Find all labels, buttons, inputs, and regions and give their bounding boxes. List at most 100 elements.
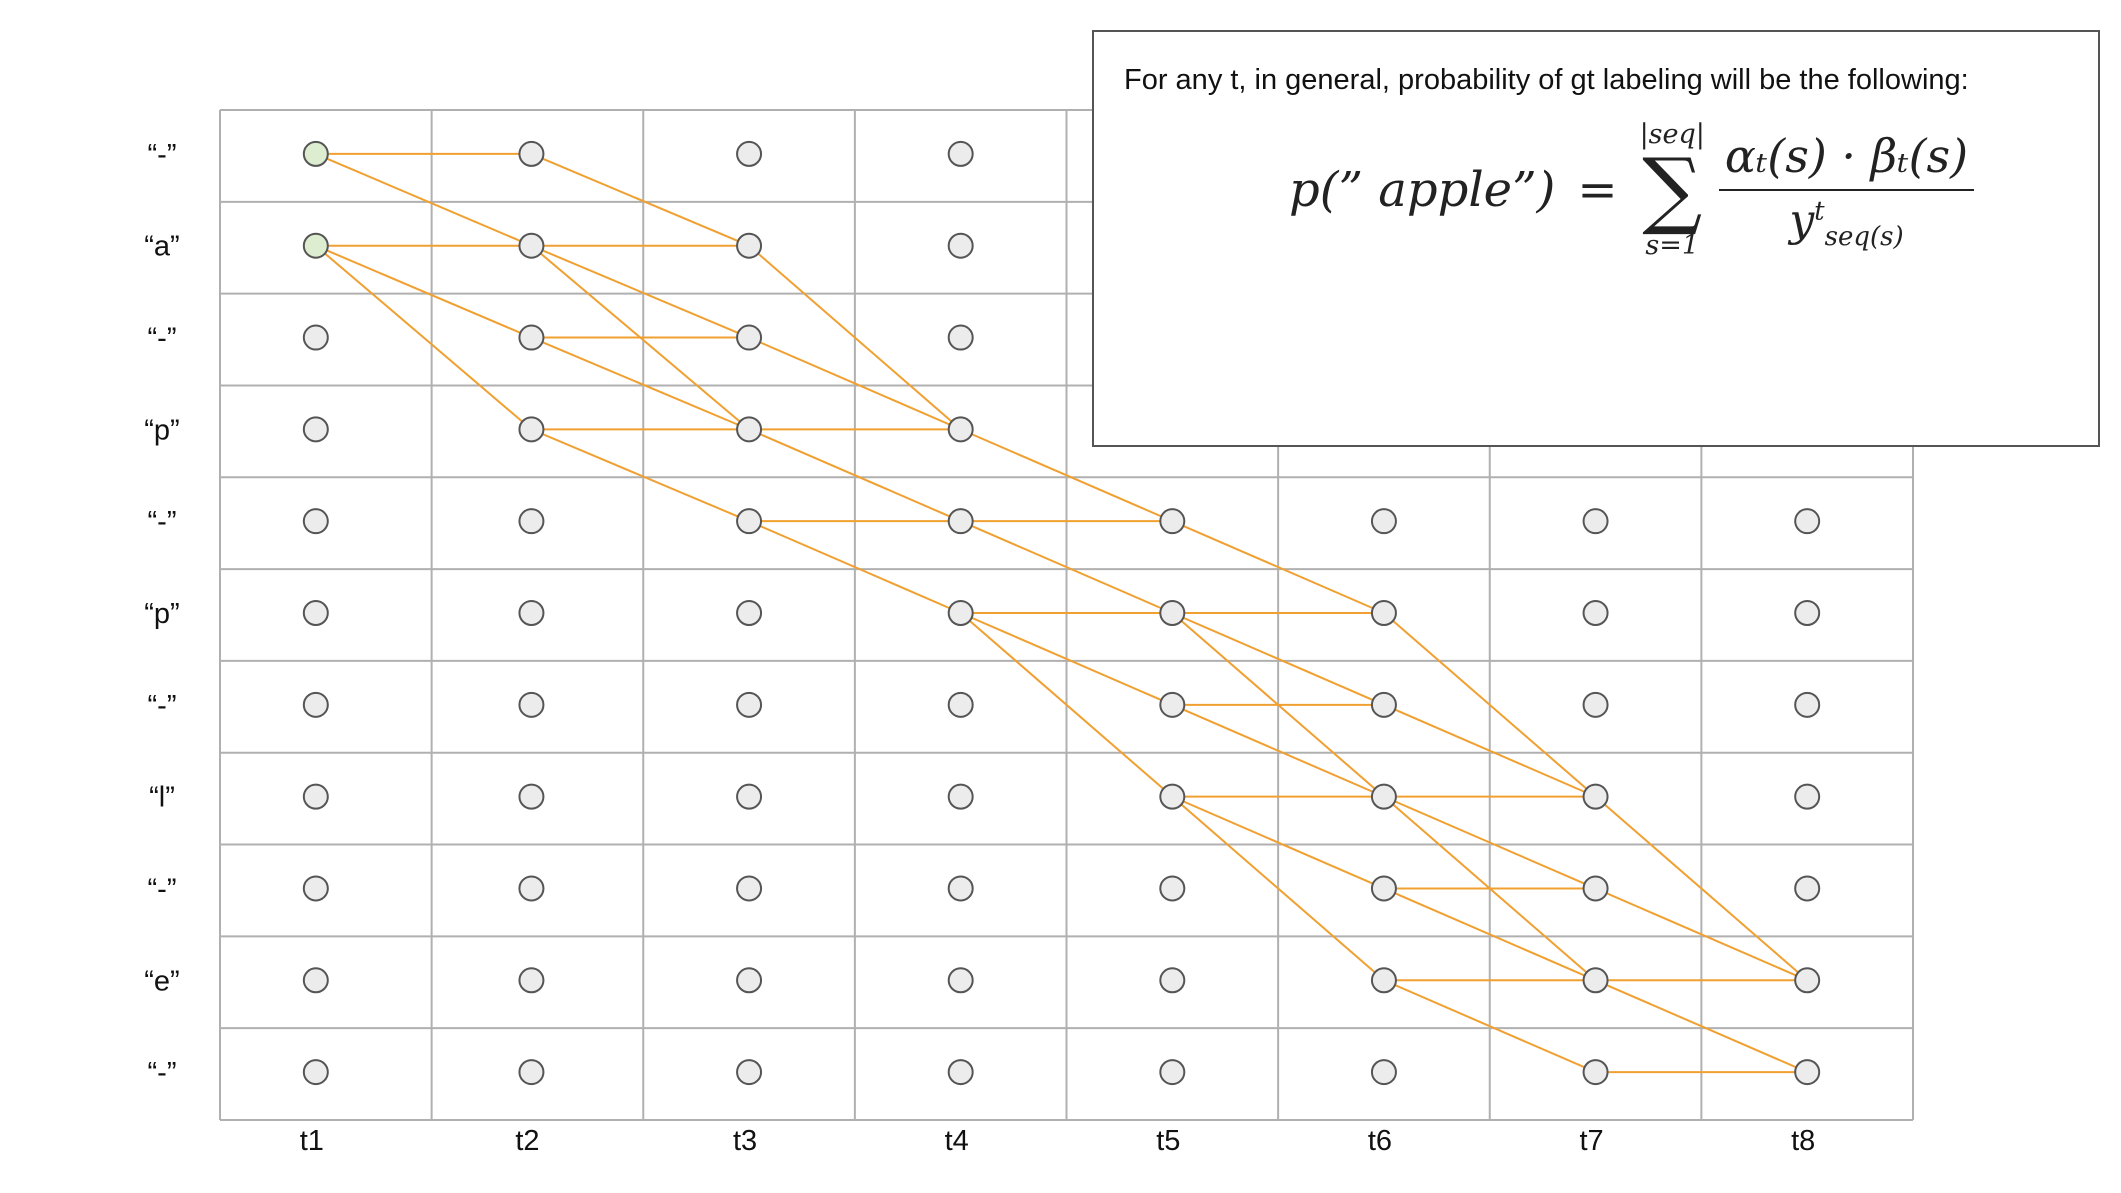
fraction-bar — [1718, 188, 1975, 191]
lattice-node — [302, 875, 329, 902]
path-edge — [1171, 795, 1385, 890]
lattice-node — [518, 324, 545, 351]
path-edge — [960, 612, 1173, 798]
lattice-node — [302, 967, 329, 994]
row-label: “p” — [144, 414, 179, 446]
lattice-node — [947, 416, 974, 443]
path-edge — [1595, 979, 1808, 1074]
lattice-node — [518, 600, 545, 626]
lattice-node — [302, 691, 329, 718]
formula-numerator: αₜ(s) · βₜ(s) — [1724, 128, 1969, 183]
column-label: t8 — [1791, 1125, 1815, 1157]
path-edge — [960, 612, 1173, 706]
lattice-node — [1159, 875, 1186, 902]
path-edge — [315, 244, 532, 339]
path-edge — [960, 428, 1173, 523]
lattice-node — [1159, 1059, 1186, 1086]
path-edge — [1594, 795, 1808, 982]
lattice-node — [1370, 875, 1397, 902]
path-edge — [1171, 795, 1385, 982]
lattice-node — [947, 600, 974, 626]
summation: |seq| ∑ s=1 — [1640, 119, 1705, 261]
lattice-node — [947, 232, 974, 259]
lattice-node — [518, 232, 545, 259]
denominator-subscript: seq(s) — [1824, 221, 1904, 252]
lattice-node — [1794, 691, 1821, 718]
lattice-node — [1794, 783, 1821, 810]
column-label: t6 — [1368, 1125, 1392, 1157]
lattice-node — [302, 600, 329, 626]
callout-text: For any t, in general, probability of gt… — [1124, 64, 1969, 96]
row-label: “-” — [148, 1057, 177, 1089]
row-label: “-” — [148, 506, 177, 538]
lattice-node — [947, 875, 974, 902]
lattice-node — [1159, 783, 1186, 810]
lattice-node — [518, 416, 545, 443]
path-edge — [315, 152, 532, 247]
lattice-node — [736, 140, 763, 167]
lattice-node — [736, 508, 763, 535]
denominator-superscript: t — [1814, 195, 1825, 226]
lattice-node — [1370, 600, 1397, 626]
formula-callout-box: For any t, in general, probability of gt… — [1092, 30, 2100, 447]
path-edge — [748, 336, 962, 431]
path-edge — [531, 428, 750, 523]
start-node — [302, 232, 329, 259]
path-edge — [315, 244, 533, 431]
path-edge — [531, 244, 750, 339]
column-label: t2 — [515, 1125, 539, 1157]
lattice-node — [1794, 967, 1821, 994]
lattice-node — [947, 1059, 974, 1086]
lattice-node — [736, 967, 763, 994]
lattice-node — [1159, 691, 1186, 718]
lattice-node — [736, 875, 763, 902]
lattice-node — [736, 600, 763, 626]
lattice-node — [1794, 875, 1821, 902]
lattice-node — [736, 416, 763, 443]
column-label: t4 — [945, 1125, 969, 1157]
row-label: “-” — [148, 323, 177, 355]
lattice-node — [1370, 967, 1397, 994]
lattice-node — [736, 691, 763, 718]
lattice-node — [736, 1059, 763, 1086]
lattice-node — [947, 691, 974, 718]
lattice-node — [736, 783, 763, 810]
lattice-node — [1582, 1059, 1609, 1086]
row-label: “p” — [144, 598, 179, 630]
lattice-node — [518, 783, 545, 810]
lattice-node — [518, 140, 545, 167]
column-label: t7 — [1579, 1125, 1603, 1157]
lattice-node — [518, 691, 545, 718]
lattice-node — [1582, 508, 1609, 535]
path-edge — [1171, 703, 1385, 798]
lattice-node — [1794, 600, 1821, 626]
column-label: t1 — [300, 1125, 324, 1157]
path-edge — [1171, 612, 1385, 706]
lattice-node — [1159, 967, 1186, 994]
path-edge — [748, 520, 962, 614]
summation-lower-limit: s=1 — [1645, 229, 1700, 261]
path-edge — [1383, 979, 1596, 1074]
lattice-node — [1159, 508, 1186, 535]
lattice-node — [947, 508, 974, 535]
lattice-node — [1582, 600, 1609, 626]
lattice-node — [1370, 1059, 1397, 1086]
row-label: “-” — [148, 873, 177, 905]
row-label: “-” — [148, 690, 177, 722]
lattice-node — [947, 140, 974, 167]
lattice-node — [1159, 600, 1186, 626]
lattice-node — [1794, 1059, 1821, 1086]
row-label: “e” — [144, 965, 179, 997]
lattice-node — [302, 416, 329, 443]
summation-symbol: ∑ — [1642, 140, 1703, 239]
lattice-node — [1370, 783, 1397, 810]
formula-fraction: αₜ(s) · βₜ(s) ytseq(s) — [1718, 128, 1975, 252]
row-label: “-” — [148, 139, 177, 171]
lattice-node — [302, 324, 329, 351]
path-edge — [960, 520, 1173, 614]
lattice-node — [518, 967, 545, 994]
path-edge — [748, 244, 962, 431]
formula-denominator: ytseq(s) — [1789, 195, 1903, 252]
path-edge — [748, 428, 962, 523]
